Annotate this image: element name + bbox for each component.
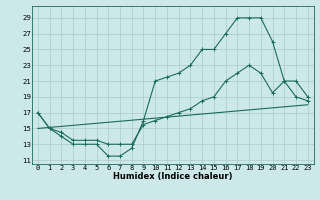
- X-axis label: Humidex (Indice chaleur): Humidex (Indice chaleur): [113, 172, 233, 181]
